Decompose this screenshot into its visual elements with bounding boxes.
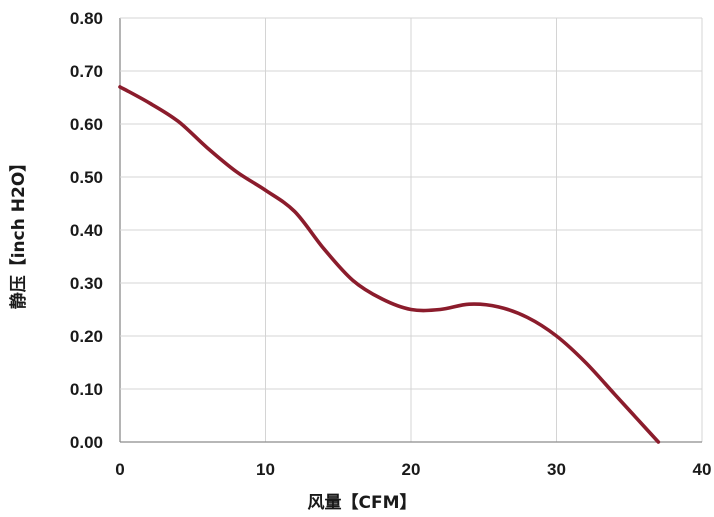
y-tick-label: 0.50 <box>70 168 103 187</box>
x-tick-label: 10 <box>256 460 275 479</box>
y-tick-label: 0.00 <box>70 433 103 452</box>
x-tick-label: 20 <box>402 460 421 479</box>
y-tick-label: 0.30 <box>70 274 103 293</box>
y-axis-ticks: 0.00 0.10 0.20 0.30 0.40 0.50 0.60 0.70 0.80 <box>70 9 103 452</box>
x-axis-title: 风量【CFM】 <box>307 492 416 513</box>
y-tick-label: 0.40 <box>70 221 103 240</box>
x-axis-ticks: 0 10 20 30 40 <box>115 460 711 479</box>
series-layer <box>118 85 661 444</box>
series-line <box>118 85 661 444</box>
x-tick-label: 40 <box>693 460 712 479</box>
y-axis-title: 静压【inch H2O】 <box>8 155 29 310</box>
y-tick-label: 0.60 <box>70 115 103 134</box>
y-tick-label: 0.80 <box>70 9 103 28</box>
y-tick-label: 0.70 <box>70 62 103 81</box>
grid-lines <box>119 17 703 443</box>
x-tick-label: 0 <box>115 460 124 479</box>
y-tick-label: 0.10 <box>70 380 103 399</box>
y-tick-label: 0.20 <box>70 327 103 346</box>
x-tick-label: 30 <box>547 460 566 479</box>
